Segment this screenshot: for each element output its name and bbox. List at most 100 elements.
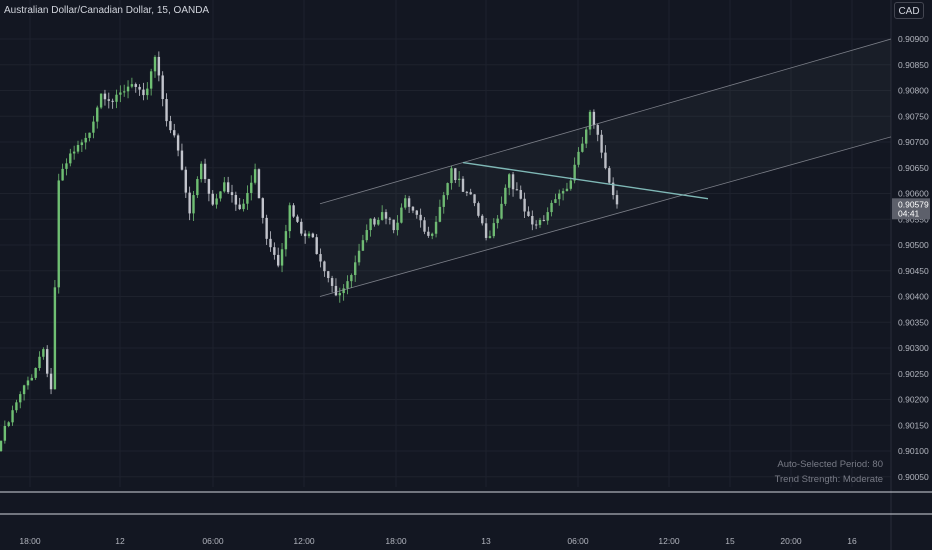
- candle-body: [42, 349, 45, 357]
- candle-body: [115, 94, 118, 102]
- candle-body: [423, 220, 426, 232]
- candle-body: [608, 168, 611, 183]
- currency-button[interactable]: CAD: [894, 2, 924, 19]
- channel-upper-line: [319, 38, 892, 205]
- time-tick-label: 06:00: [567, 536, 589, 546]
- candle-body: [269, 238, 272, 248]
- candle-body: [457, 178, 461, 181]
- candle-body: [546, 212, 549, 221]
- candle-body: [157, 56, 161, 76]
- price-tick-label: 0.90750: [898, 111, 929, 121]
- candle-body: [80, 142, 84, 146]
- candle-body: [57, 180, 60, 288]
- candle-body: [72, 151, 76, 154]
- candle-body: [400, 207, 403, 223]
- candle-body: [346, 281, 349, 289]
- candle-body: [465, 191, 469, 193]
- candle-body: [226, 182, 230, 193]
- candle-body: [600, 134, 603, 153]
- candle-body: [207, 179, 211, 194]
- candle-body: [615, 195, 619, 205]
- candle-body: [369, 218, 372, 231]
- candle-body: [130, 84, 134, 87]
- candle-body: [558, 193, 561, 200]
- candle-body: [415, 210, 418, 215]
- candle-body: [577, 151, 580, 165]
- time-tick-label: 18:00: [19, 536, 41, 546]
- candle-body: [311, 233, 315, 238]
- candle-body: [511, 174, 515, 190]
- candle-body: [49, 373, 53, 390]
- candle-body: [123, 91, 126, 93]
- price-tick-label: 0.90700: [898, 137, 929, 147]
- candle-body: [223, 182, 226, 192]
- candle-body: [404, 198, 407, 208]
- candle-body: [288, 205, 291, 232]
- candle-body: [15, 402, 18, 411]
- candle-body: [138, 86, 141, 90]
- price-tick-label: 0.90900: [898, 34, 929, 44]
- candle-body: [515, 189, 519, 191]
- candle-body: [169, 121, 172, 131]
- candle-body: [38, 356, 41, 369]
- candle-body: [99, 93, 103, 108]
- candle-body: [111, 100, 114, 102]
- candle-body: [277, 254, 280, 266]
- price-tick-label: 0.90200: [898, 395, 929, 405]
- time-tick-label: 12:00: [658, 536, 680, 546]
- candle-body: [19, 394, 22, 403]
- candle-body: [203, 163, 207, 180]
- candle-body: [427, 231, 430, 236]
- candle-body: [357, 250, 361, 263]
- candle-body: [161, 75, 164, 100]
- candle-body: [473, 194, 476, 204]
- time-tick-label: 18:00: [385, 536, 407, 546]
- candle-body: [592, 111, 596, 126]
- time-tick-label: 06:00: [202, 536, 224, 546]
- candle-body: [377, 219, 380, 225]
- trend-strength-label: Trend Strength: Moderate: [774, 474, 883, 485]
- price-tick-label: 0.90300: [898, 343, 929, 353]
- candle-body: [581, 143, 584, 152]
- candle-body: [411, 206, 415, 211]
- price-tick-label: 0.90350: [898, 317, 929, 327]
- candle-body: [361, 240, 365, 251]
- candle-body: [454, 168, 457, 181]
- candle-body: [296, 216, 299, 222]
- candle-body: [280, 249, 284, 266]
- candle-body: [173, 130, 176, 136]
- candle-body: [569, 180, 572, 189]
- candle-body: [265, 217, 268, 239]
- candle-body: [407, 198, 411, 207]
- candle-body: [365, 230, 368, 241]
- candle-body: [3, 425, 7, 441]
- candle-body: [419, 214, 422, 221]
- time-tick-label: 16: [847, 536, 857, 546]
- candle-body: [481, 215, 484, 224]
- candle-body: [176, 135, 180, 151]
- price-tick-label: 0.90850: [898, 60, 929, 70]
- candle-body: [261, 198, 264, 218]
- time-tick-label: 12:00: [293, 536, 315, 546]
- current-price-tag: [892, 198, 930, 220]
- candle-body: [165, 99, 168, 122]
- candle-body: [184, 169, 187, 193]
- candle-body: [496, 218, 499, 224]
- candle-body: [69, 153, 72, 164]
- candle-body: [234, 195, 238, 205]
- price-tick-label: 0.90650: [898, 163, 929, 173]
- candle-body: [438, 206, 442, 222]
- candle-body: [531, 215, 534, 225]
- candle-body: [534, 224, 538, 226]
- candle-body: [34, 368, 37, 378]
- price-tick-label: 0.90500: [898, 240, 929, 250]
- candle-body: [119, 92, 122, 95]
- candle-body: [434, 221, 438, 234]
- candle-body: [384, 212, 388, 219]
- candle-body: [219, 191, 222, 199]
- candle-body: [238, 204, 241, 210]
- candle-body: [585, 129, 588, 144]
- price-tick-label: 0.90400: [898, 292, 929, 302]
- candle-body: [92, 121, 95, 133]
